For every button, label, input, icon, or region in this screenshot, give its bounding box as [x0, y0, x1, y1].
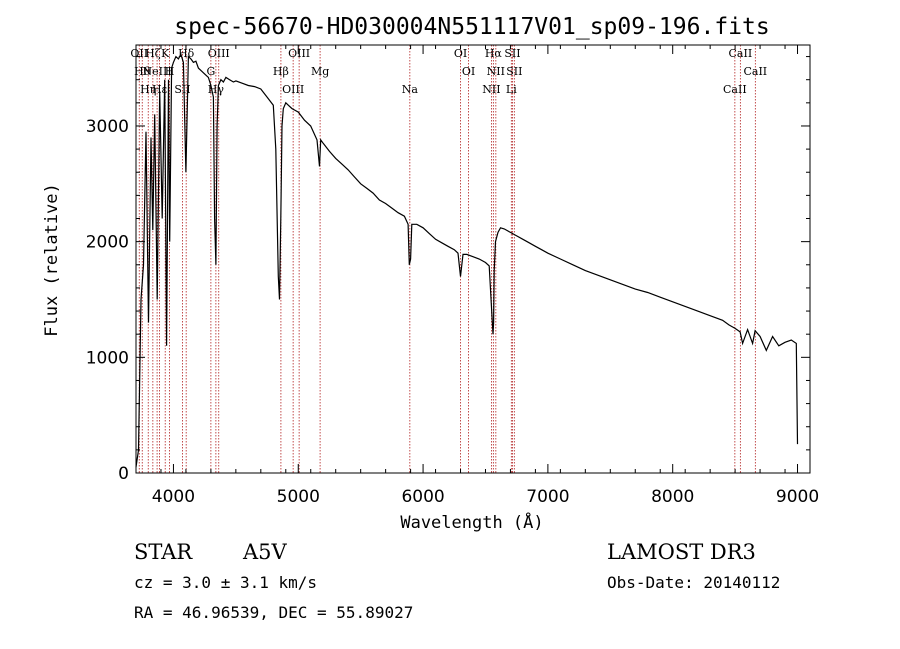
- line-label-OI: OI: [454, 47, 467, 60]
- y-tick-label: 3000: [86, 117, 129, 137]
- line-label-Hζ: Hζ: [145, 47, 161, 60]
- line-label-OII: OII: [130, 47, 148, 60]
- x-tick-label: 7000: [526, 487, 569, 507]
- line-label-OIII: OIII: [282, 83, 304, 96]
- line-label-OI: OI: [462, 65, 475, 78]
- line-label-CaII: CaII: [729, 47, 753, 60]
- line-label-OIII: OIII: [288, 47, 310, 60]
- x-axis: 4000 5000 6000 7000 8000 9000: [135, 45, 819, 507]
- line-label-Hε: Hε: [152, 83, 168, 96]
- line-label-H: H: [165, 65, 175, 78]
- survey-name: LAMOST DR3: [607, 540, 756, 564]
- spectral-line-labels: OIIHθHηHζNeIIIHεKHSIIHδGHγOIIIHβOIIIOIII…: [130, 47, 767, 96]
- line-label-NeIII: NeIII: [143, 65, 172, 78]
- plot-frame: [135, 44, 811, 474]
- x-tick-label: 8000: [651, 487, 694, 507]
- redshift-cz: cz = 3.0 ± 3.1 km/s: [134, 573, 318, 592]
- line-label-SII: SII: [504, 47, 520, 60]
- obs-date: Obs-Date: 20140112: [607, 573, 781, 592]
- y-tick-label: 1000: [86, 348, 129, 368]
- y-tick-label: 0: [118, 464, 129, 484]
- line-label-SII: SII: [174, 83, 190, 96]
- line-label-NII: NII: [482, 83, 500, 96]
- object-class: STAR: [134, 540, 193, 564]
- y-tick-label: 2000: [86, 233, 129, 253]
- y-axis-label: Flux (relative): [42, 183, 62, 337]
- line-label-K: K: [161, 47, 170, 60]
- x-tick-label: 9000: [776, 487, 819, 507]
- line-label-NII: NII: [487, 65, 505, 78]
- line-label-OIII: OIII: [208, 47, 230, 60]
- ra-dec: RA = 46.96539, DEC = 55.89027: [134, 603, 414, 622]
- line-label-Hα: Hα: [485, 47, 503, 60]
- line-label-Hβ: Hβ: [273, 65, 289, 78]
- line-label-SII: SII: [506, 65, 522, 78]
- line-label-Mg: Mg: [311, 65, 329, 78]
- x-tick-label: 4000: [152, 487, 195, 507]
- x-axis-label: Wavelength (Å): [400, 511, 543, 533]
- line-label-CaII: CaII: [723, 83, 747, 96]
- line-label-Na: Na: [402, 83, 419, 96]
- object-subclass: A5V: [243, 540, 287, 564]
- line-label-Li: Li: [506, 83, 517, 96]
- chart-title: spec-56670-HD030004N551117V01_sp09-196.f…: [174, 14, 769, 40]
- spectrum-line: [135, 52, 799, 468]
- line-label-Hθ: Hθ: [134, 65, 151, 78]
- spectral-line-markers: [138, 45, 756, 473]
- x-tick-label: 5000: [277, 487, 320, 507]
- x-tick-label: 6000: [401, 487, 444, 507]
- line-label-CaII: CaII: [743, 65, 767, 78]
- line-label-G: G: [206, 65, 215, 78]
- line-label-Hη: Hη: [140, 83, 156, 96]
- y-axis: 0 1000 2000 3000: [86, 56, 810, 484]
